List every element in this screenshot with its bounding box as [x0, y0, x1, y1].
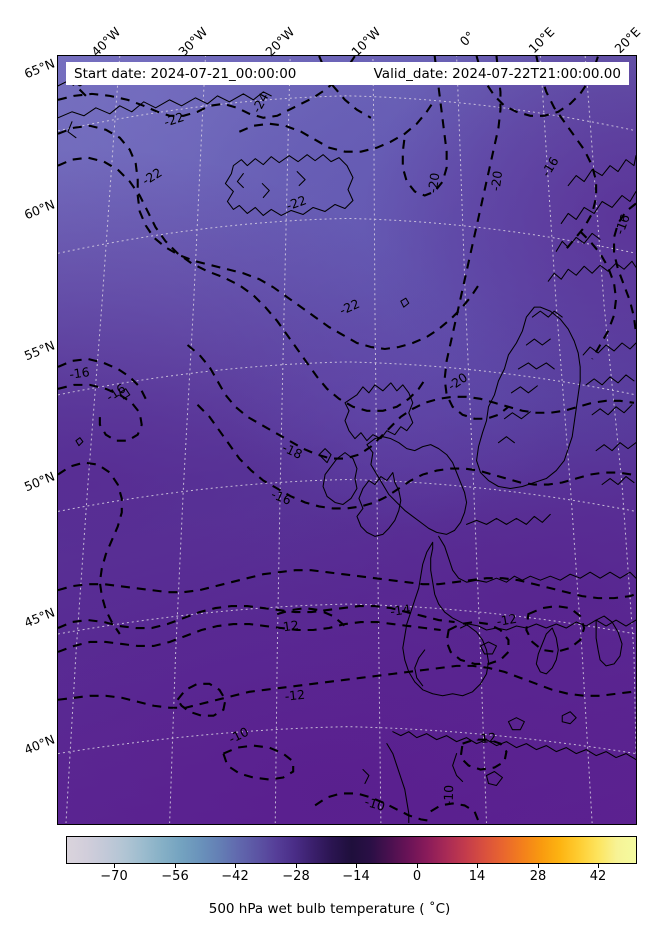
colorbar-tick-label: 0: [412, 869, 422, 884]
map-axes[interactable]: -22 -24 -22 -22 -20 -20 -16 -16 -22 -20 …: [57, 55, 637, 825]
start-date-label: Start date: 2024-07-21_00:00:00: [74, 65, 297, 82]
temperature-field-warm-ne: [58, 56, 636, 824]
colorbar-tick-mark: [417, 864, 418, 868]
colorbar-tick-mark: [477, 864, 478, 868]
lat-tick-label-40n: 40°N: [21, 731, 57, 758]
lat-tick-label-50n: 50°N: [21, 468, 57, 495]
colorbar[interactable]: [66, 836, 637, 864]
temperature-field-base: [58, 56, 636, 824]
colorbar-gradient: [67, 837, 636, 863]
contour-label: -12: [495, 611, 518, 629]
colorbar-tick-mark: [114, 864, 115, 868]
colorbar-tick-mark: [356, 864, 357, 868]
contour-label: -16: [269, 486, 294, 508]
contour-label: -12: [475, 730, 497, 747]
colorbar-tick-mark: [235, 864, 236, 868]
contour-label: -22: [139, 165, 164, 188]
colorbar-tick-label: −28: [282, 869, 310, 884]
colorbar-tick-mark: [175, 864, 176, 868]
colorbar-tick-label: 28: [529, 869, 547, 884]
colorbar-tick-label: −70: [100, 869, 128, 884]
coastlines: [58, 75, 636, 824]
colorbar-tick-mark: [296, 864, 297, 868]
lat-tick-label-60n: 60°N: [21, 196, 57, 223]
colorbar-tick-label: −14: [342, 869, 370, 884]
temperature-field-cold-nw: [58, 56, 636, 824]
graticule: [58, 56, 636, 824]
lat-tick-label-45n: 45°N: [21, 604, 57, 631]
colorbar-tick-label: 42: [589, 869, 607, 884]
contour-label: -22: [162, 109, 186, 130]
temperature-field-cold-n: [58, 56, 636, 824]
colorbar-tick-mark: [598, 864, 599, 868]
contour-label: -16: [612, 212, 633, 236]
contour-label: -16: [538, 154, 562, 179]
colorbar-tick-label: −56: [161, 869, 189, 884]
contour-label: -22: [284, 192, 308, 213]
contour-label: -10: [363, 794, 387, 814]
contour-labels: -22 -24 -22 -22 -20 -20 -16 -16 -22 -20 …: [68, 90, 633, 814]
temperature-field-warm-s: [58, 56, 636, 824]
valid-date-label: Valid_date: 2024-07-22T21:00:00.00: [373, 65, 621, 82]
contour-label: -12: [278, 617, 300, 635]
contour-label: -16: [68, 364, 90, 382]
contour-label: -14: [389, 601, 411, 619]
contour-label: -16: [103, 380, 128, 404]
contour-label: -12: [284, 687, 306, 704]
contour-label: -10: [226, 724, 251, 746]
lat-tick-label-55n: 55°N: [21, 337, 57, 364]
contour-label: -18: [280, 440, 305, 462]
colorbar-tick-mark: [538, 864, 539, 868]
lat-tick-label-65n: 65°N: [21, 55, 57, 82]
contour-label: -24: [249, 90, 272, 115]
contour-label: -10: [441, 785, 457, 806]
contour-label: -22: [337, 296, 362, 318]
contour-label: -20: [445, 369, 470, 393]
temperature-field-mid-ne: [58, 56, 636, 824]
temperature-field-mid-c: [58, 56, 636, 824]
colorbar-tick-label: 14: [468, 869, 486, 884]
colorbar-title: 500 hPa wet bulb temperature ( ˚C): [208, 901, 451, 917]
temperature-field-warm-w: [58, 56, 636, 824]
contour-label: -20: [488, 170, 506, 192]
temperature-field-warm-se: [58, 56, 636, 824]
date-title-bar: Start date: 2024-07-21_00:00:00 Valid_da…: [66, 62, 629, 85]
colorbar-tick-label: −42: [221, 869, 249, 884]
contour-label: -20: [425, 172, 443, 194]
contour-lines: [58, 56, 636, 823]
